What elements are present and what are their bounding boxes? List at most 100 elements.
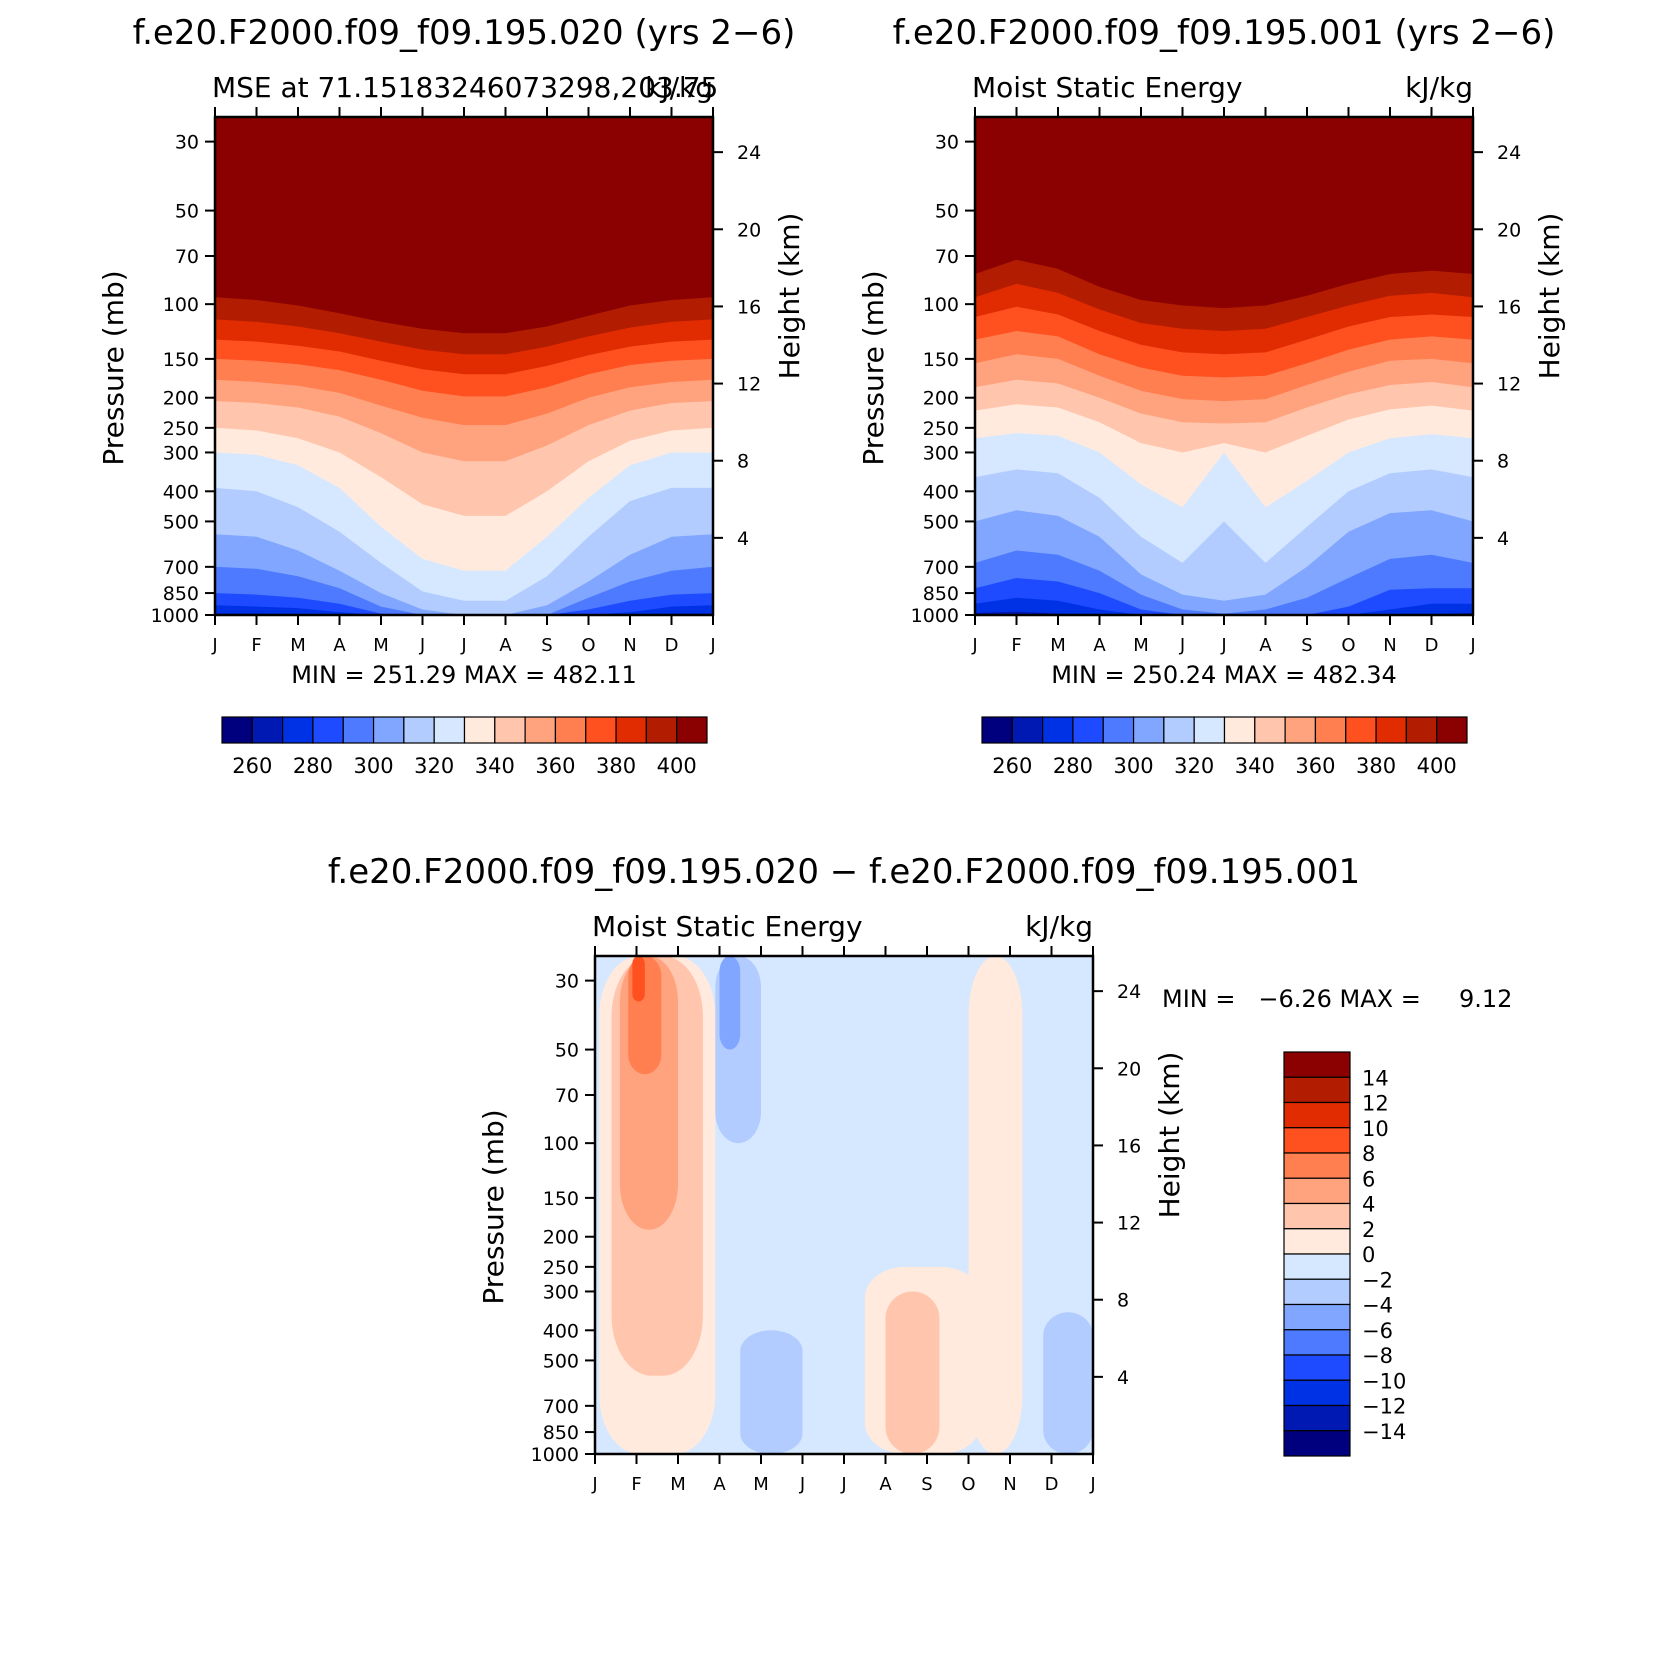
panel-c-colorbar-cell [1283,1303,1351,1331]
panel-c-ytick-label: 850 [543,1422,579,1444]
panel-b-colorbar-cell [1042,716,1074,744]
panel-b-xtick-label: D [1425,635,1439,656]
panel-c-xtick-label: J [840,1474,846,1495]
panel-c-band [885,1291,940,1454]
panel-b-colorbar-cell [1193,716,1226,744]
panel-a-colorbar-label: 320 [414,754,454,778]
panel-c-band [719,956,741,1050]
panel-c-colorbar-label: 0 [1362,1243,1375,1267]
panel-c-colorbar-label: 2 [1362,1218,1375,1242]
panel-b-xtick-label: N [1383,635,1396,656]
panel-a-colorbar-cell [494,716,526,744]
panel-c-colorbar-cell [1283,1076,1351,1104]
panel-a-xtick-label: J [419,635,425,656]
panel-b-colorbar-cell [1284,716,1317,744]
panel-a-ytick-label: 70 [175,246,199,268]
panel-b-ytick-label: 30 [935,132,959,154]
panel-b-ytick-label: 700 [923,557,959,579]
panel-a-colorbar-cell [463,716,496,744]
panel-c-colorbar-cell [1283,1404,1351,1432]
panel-a-ytick-label: 250 [163,418,199,440]
panel-c-xtick-label: M [753,1474,769,1495]
panel-c-colorbar-label: −2 [1362,1268,1393,1292]
panel-c-colorbar-cell [1283,1430,1351,1457]
panel-a-xtick-label: S [541,635,552,656]
panel-b-ytick-label: 300 [923,442,959,464]
panel-c-ytick-label: 1000 [531,1444,579,1466]
panel-b-colorbar-label: 400 [1417,754,1457,778]
panel-b-colorbar-cell [1314,716,1347,744]
panel-a-ytick-label: 200 [163,388,199,410]
panel-a-y2tick-label: 4 [737,528,749,550]
panel-a-xtick-label: J [460,635,466,656]
panel-c-band [968,956,1023,1454]
panel-b-colorbar-cell [1375,716,1407,744]
panel-a-xtick-label: N [623,635,636,656]
panel-b-xtick-label: J [971,635,977,656]
panel-c-y2label: Height (km) [1153,1052,1186,1219]
panel-a-colorbar-label: 380 [596,754,636,778]
panel-b-y2tick-label: 24 [1497,142,1521,164]
panel-b-colorbar-cell [1102,716,1135,744]
panel-c-colorbar-label: −6 [1362,1319,1393,1343]
panel-c-colorbar-cell [1283,1354,1351,1381]
panel-c-band [740,1330,803,1454]
panel-b-xtick-label: S [1301,635,1312,656]
panel-c-ytick-label: 50 [555,1040,579,1062]
panel-c-colorbar-label: 6 [1362,1167,1375,1191]
panel-c-colorbar-cell [1283,1177,1351,1205]
panel-c-ytick-label: 70 [555,1085,579,1107]
panel-c-band [632,956,645,1002]
panel-b-xtick-label: F [1011,635,1021,656]
panel-c-y2tick-label: 4 [1117,1367,1129,1389]
panel-a-xtick-label: J [709,635,715,656]
panel-c-colorbar-label: 4 [1362,1193,1375,1217]
panel-a-colorbar-cell [312,716,344,744]
panel-a-colorbar-label: 260 [232,754,272,778]
panel-c-colorbar-label: −12 [1362,1395,1406,1419]
panel-c-colorbar-cell [1283,1253,1351,1280]
panel-c-colorbar-cell [1283,1278,1351,1306]
panel-c-colorbar-cell [1283,1051,1351,1078]
panel-b-y2tick-label: 12 [1497,374,1521,396]
panel-a-colorbar-label: 340 [475,754,515,778]
panel-c-xtick-label: A [879,1474,892,1495]
panel-b-ytick-label: 250 [923,418,959,440]
panel-c-y2tick-label: 8 [1117,1290,1129,1312]
panel-b-main-title: f.e20.F2000.f09_f09.195.001 (yrs 2−6) [893,13,1556,53]
panel-c-xtick-label: D [1045,1474,1059,1495]
panel-a-colorbar-cell [615,716,647,744]
panel-b-xtick-label: J [1220,635,1226,656]
panel-a-colorbar-cell [221,716,253,744]
panel-c-colorbar-label: −14 [1362,1420,1406,1444]
panel-c-y2tick-label: 12 [1117,1213,1141,1235]
panel-b-xtick-label: M [1133,635,1149,656]
panel-a-xtick-label: F [251,635,261,656]
panel-c-colorbar-cell [1283,1202,1351,1230]
panel-c-colorbar-cell [1283,1329,1351,1356]
panel-a-xtick-label: J [211,635,217,656]
panel-a-colorbar-cell [645,716,678,744]
panel-b-ytick-label: 50 [935,201,959,223]
panel-a-xtick-label: A [333,635,346,656]
panel-c-contour-field [595,956,1093,1454]
panel-a-ytick-label: 50 [175,201,199,223]
panel-a-ytick-label: 150 [163,349,199,371]
panel-c-ytick-label: 200 [543,1227,579,1249]
panel-a-minmax: MIN = 251.29 MAX = 482.11 [291,661,637,689]
panel-b-colorbar-label: 300 [1114,754,1154,778]
panel-a-colorbar-label: 400 [657,754,697,778]
panel-b-colorbar-cell [1132,716,1165,744]
panel-b-minmax: MIN = 250.24 MAX = 482.34 [1051,661,1397,689]
panel-b-colorbar-cell [1436,716,1468,744]
panel-c-colorbar-label: 8 [1362,1142,1375,1166]
panel-a-ytick-label: 300 [163,442,199,464]
panel-c-colorbar-cell [1283,1101,1351,1129]
panel-c-ytick-label: 100 [543,1133,579,1155]
panel-c-colorbar-cell [1283,1152,1351,1179]
panel-b-ytick-label: 200 [923,388,959,410]
panel-b-colorbar-cell [1011,716,1044,744]
panel-b-contour-field [975,117,1473,615]
